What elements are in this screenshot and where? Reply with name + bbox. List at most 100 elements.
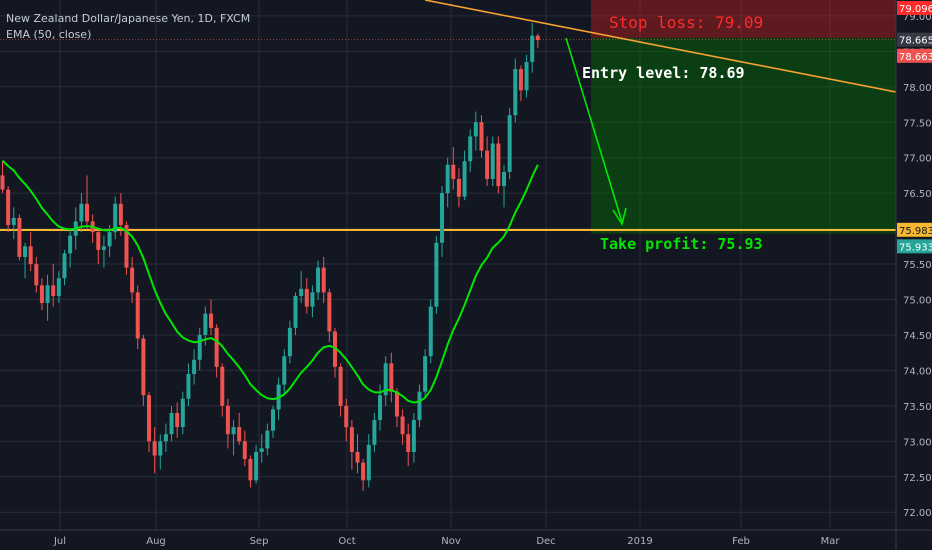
candle-body	[310, 292, 315, 307]
chart-title[interactable]: New Zealand Dollar/Japanese Yen, 1D, FXC…	[6, 12, 251, 25]
trade-zones	[591, 0, 896, 234]
candle-body	[259, 448, 264, 452]
candle-body	[6, 189, 11, 226]
price-tag-label: 78.665	[899, 36, 932, 47]
candle-body	[85, 203, 90, 222]
candle-body	[316, 267, 321, 293]
candle-body	[39, 285, 44, 304]
candle-body	[118, 203, 123, 226]
candle-body	[163, 434, 168, 442]
y-tick-label: 76.50	[903, 189, 932, 200]
candle-body	[62, 253, 67, 279]
candle-body	[332, 331, 337, 367]
price-tag-label: 75.933	[899, 242, 932, 253]
candle-body	[530, 35, 535, 62]
candle-body	[11, 217, 16, 226]
candle-body	[242, 441, 247, 460]
y-tick-label: 77.00	[903, 154, 932, 165]
price-tag-label: 79.096	[899, 4, 932, 15]
y-tick-label: 72.50	[903, 473, 932, 484]
price-tag	[897, 1, 932, 15]
y-tick-label: 75.00	[903, 296, 932, 307]
candle-body	[366, 444, 371, 481]
candle-body	[225, 405, 230, 435]
candle-body	[434, 242, 439, 307]
candle-body	[254, 451, 259, 481]
candle-body	[389, 363, 394, 392]
candles	[0, 22, 540, 491]
candle-body	[479, 122, 484, 151]
x-tick-label: Aug	[146, 536, 166, 547]
candle-body	[186, 373, 191, 399]
candle-body	[406, 434, 411, 452]
candle-body	[169, 412, 174, 435]
candle-body	[197, 334, 202, 360]
take-profit-annotation: Take profit: 75.93	[600, 235, 763, 253]
price-tag	[897, 48, 932, 63]
price-tag-label: 78.663	[899, 52, 932, 63]
x-tick-label: 2019	[627, 536, 652, 547]
candle-body	[51, 285, 56, 296]
y-tick-label: 77.50	[903, 118, 932, 129]
candle-body	[265, 430, 270, 449]
x-tick-label: Sep	[250, 536, 269, 547]
candle-body	[535, 35, 540, 41]
candle-body	[462, 161, 467, 197]
target-arrow	[565, 37, 627, 226]
arrow-shaft	[565, 37, 623, 223]
entry-annotation: Entry level: 78.69	[582, 64, 745, 82]
candle-body	[135, 292, 140, 339]
ema-polyline	[1, 159, 539, 404]
candle-body	[293, 295, 298, 328]
candle-body	[130, 267, 135, 293]
x-tick-label: Oct	[338, 536, 355, 547]
x-tick-label: Jul	[53, 536, 66, 547]
candle-body	[34, 264, 39, 286]
x-tick-label: Feb	[732, 536, 750, 547]
price-tag	[897, 222, 932, 237]
candle-body	[107, 232, 112, 247]
candle-body	[428, 306, 433, 357]
candle-body	[17, 217, 22, 257]
candle-body	[502, 171, 507, 187]
candle-body	[327, 292, 332, 332]
arrow-head	[612, 207, 627, 226]
candle-body	[372, 420, 377, 445]
candle-body	[28, 246, 33, 265]
candle-body	[456, 178, 461, 197]
indicator-label[interactable]: EMA (50, close)	[6, 28, 92, 41]
candle-body	[237, 427, 242, 442]
candle-body	[101, 246, 106, 250]
x-tick-label: Dec	[536, 536, 555, 547]
candle-body	[496, 143, 501, 187]
candle-body	[304, 288, 309, 307]
candle-body	[321, 267, 326, 293]
y-tick-label: 73.00	[903, 437, 932, 448]
candle-body	[445, 164, 450, 194]
candle-body	[282, 356, 287, 385]
x-tick-label: Mar	[821, 536, 841, 547]
candle-body	[231, 427, 236, 435]
candle-body	[400, 416, 405, 435]
stop-loss-annotation: Stop loss: 79.09	[609, 13, 764, 32]
y-tick-label: 74.00	[903, 366, 932, 377]
y-tick-label: 78.00	[903, 83, 932, 94]
candle-body	[394, 391, 399, 417]
candle-body	[468, 136, 473, 162]
candle-body	[113, 203, 118, 233]
candle-body	[485, 150, 490, 179]
candle-body	[383, 363, 388, 396]
x-tick-label: Nov	[441, 536, 461, 547]
candle-body	[361, 462, 366, 481]
candle-body	[287, 327, 292, 357]
candle-body	[338, 366, 343, 406]
stop-loss-zone	[591, 0, 896, 38]
y-tick-label: 72.00	[903, 508, 932, 519]
candle-body	[175, 412, 180, 428]
candle-body	[192, 359, 197, 374]
trend-line	[424, 0, 897, 93]
y-tick-label: 79.00	[903, 12, 932, 23]
candle-body	[203, 313, 208, 335]
